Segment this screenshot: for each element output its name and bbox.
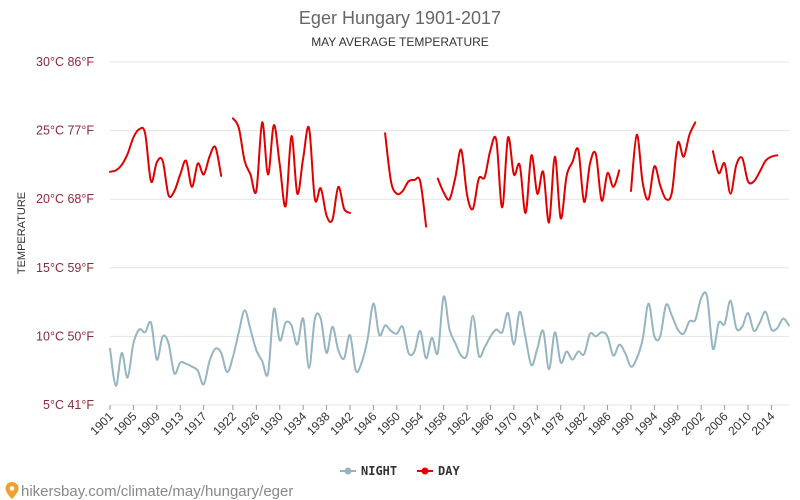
legend-night-label: NIGHT <box>361 464 397 478</box>
location-pin-icon <box>5 482 19 499</box>
x-tick-label: 1950 <box>374 409 403 438</box>
series-day-line-4 <box>436 135 621 224</box>
y-tick-label: 25°C 77°F <box>36 124 94 138</box>
x-tick-label: 1998 <box>655 409 684 438</box>
series-day-line-6 <box>711 150 779 195</box>
x-tick-label: 1917 <box>181 409 210 438</box>
x-tick-label: 1966 <box>468 409 497 438</box>
footer-url: hikersbay.com/climate/may/hungary/eger <box>21 483 293 500</box>
x-tick-label: 1970 <box>491 409 520 438</box>
footer-link[interactable]: hikersbay.com/climate/may/hungary/eger <box>5 482 294 500</box>
series-day-line-5 <box>630 121 697 201</box>
x-tick-label: 2002 <box>679 409 708 438</box>
legend-day-marker <box>421 467 429 475</box>
legend-item-night[interactable]: NIGHT <box>340 464 397 478</box>
x-tick-label: 1913 <box>158 409 187 438</box>
y-axis-label: TEMPERATURE <box>16 192 28 274</box>
x-tick-label: 1934 <box>281 409 310 438</box>
x-tick-label: 1905 <box>111 409 140 438</box>
legend: NIGHT DAY <box>340 464 460 478</box>
x-tick-label: 1962 <box>444 409 473 438</box>
series-night-line <box>109 291 790 387</box>
y-tick-label: 10°C 50°F <box>36 329 94 343</box>
chart-subtitle: MAY AVERAGE TEMPERATURE <box>311 35 489 49</box>
x-tick-label: 2014 <box>749 409 778 438</box>
y-axis-ticks: 30°C 86°F 25°C 77°F 20°C 68°F 15°C 59°F 10°C… <box>36 55 94 412</box>
legend-item-day[interactable]: DAY <box>417 464 460 478</box>
y-tick-label: 15°C 59°F <box>36 261 94 275</box>
x-tick-label: 1982 <box>561 409 590 438</box>
x-tick-label: 1990 <box>608 409 637 438</box>
legend-night-marker <box>344 467 352 475</box>
x-tick-label: 1922 <box>210 409 239 438</box>
x-tick-label: 1901 <box>87 409 116 438</box>
series-lines <box>109 117 790 387</box>
chart-title: Eger Hungary 1901-2017 <box>299 8 501 28</box>
x-tick-label: 1974 <box>515 409 544 438</box>
legend-day-label: DAY <box>438 464 460 478</box>
y-tick-label: 20°C 68°F <box>36 192 94 206</box>
x-tick-label: 2010 <box>725 409 754 438</box>
x-tick-label: 1938 <box>304 409 333 438</box>
y-tick-label: 5°C 41°F <box>43 398 94 412</box>
series-day-line-3 <box>384 132 428 228</box>
x-tick-label: 1986 <box>585 409 614 438</box>
x-tick-label: 1926 <box>234 409 263 438</box>
x-tick-label: 1954 <box>398 409 427 438</box>
x-tick-label: 1978 <box>538 409 567 438</box>
x-tick-label: 1946 <box>351 409 380 438</box>
x-tick-label: 1942 <box>327 409 356 438</box>
x-tick-label: 1930 <box>257 409 286 438</box>
x-tick-label: 2006 <box>702 409 731 438</box>
x-tick-label: 1909 <box>134 409 163 438</box>
series-day-line-2 <box>231 117 351 223</box>
x-tick-label: 1994 <box>632 409 661 438</box>
y-tick-label: 30°C 86°F <box>36 55 94 69</box>
x-tick-label: 1958 <box>421 409 450 438</box>
series-day-line-1 <box>109 126 223 199</box>
